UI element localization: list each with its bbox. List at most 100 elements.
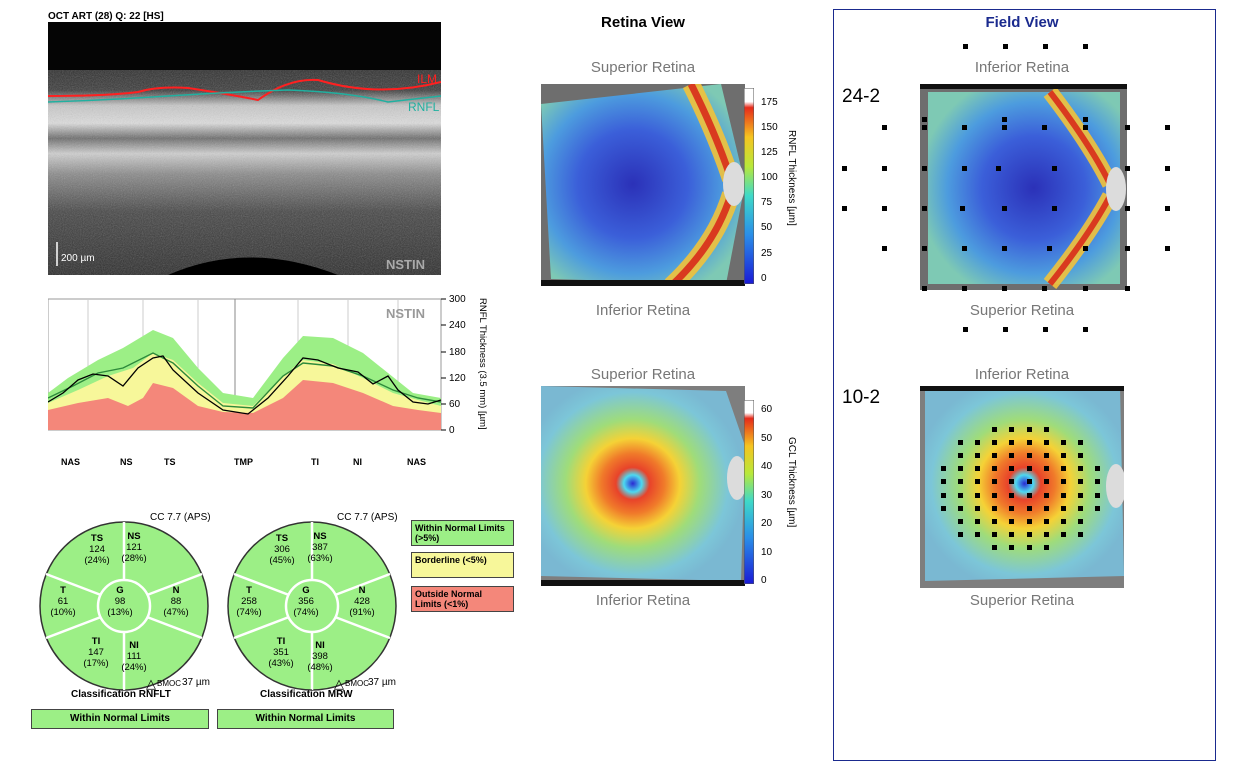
- rnflt-circle-svg: [39, 521, 209, 691]
- cb1-tick-0: 0: [761, 273, 767, 284]
- gcl-colorbar: [744, 400, 754, 584]
- mrw-ti-value: 351: [273, 647, 289, 658]
- test-point: [1026, 492, 1032, 498]
- test-point: [1009, 519, 1015, 524]
- mrw-result-badge: Within Normal Limits: [217, 709, 394, 729]
- legend-borderline: Borderline (<5%): [411, 552, 514, 578]
- test-point: [962, 286, 967, 291]
- mrw-ti-name: TI: [276, 636, 286, 647]
- test-point: [1060, 439, 1066, 445]
- mrw-classification-label: Classification MRW: [260, 689, 353, 700]
- test-point: [992, 466, 998, 472]
- test-point: [992, 479, 998, 485]
- mrw-ts-pct: (45%): [269, 555, 295, 566]
- test-point: [963, 327, 968, 332]
- bmoc-triangle-icon: △: [146, 676, 156, 691]
- test-point: [1094, 466, 1100, 472]
- rnflt-classification-label: Classification RNFLT: [71, 689, 171, 700]
- rnflt-t-name: T: [60, 585, 66, 596]
- test-point: [1165, 246, 1170, 251]
- cb1-tick-25: 25: [761, 248, 773, 259]
- field-bottom-label-1: Superior Retina: [969, 302, 1075, 319]
- mrw-ti-pct: (43%): [268, 658, 294, 669]
- test-point: [1052, 166, 1057, 171]
- test-point: [1002, 125, 1007, 130]
- mrw-bmoc-value: 37 µm: [368, 677, 396, 688]
- test-point: [1009, 532, 1015, 538]
- test-point: [1094, 479, 1100, 485]
- rnfl-line: [47, 89, 442, 103]
- test-point: [1077, 479, 1083, 485]
- mrw-circle-svg: [227, 521, 397, 691]
- test-point: [958, 466, 964, 472]
- test-point: [1003, 327, 1008, 332]
- rnflt-ts-name: TS: [90, 533, 104, 544]
- test-point: [1043, 545, 1049, 551]
- test-point: [1043, 519, 1049, 524]
- test-point: [1043, 327, 1048, 332]
- rnflt-bmoc-value: 37 µm: [182, 677, 210, 688]
- test-point: [1002, 286, 1007, 291]
- ytick-0: 0: [449, 425, 455, 436]
- test-point: [1083, 117, 1088, 122]
- test-point: [992, 492, 998, 498]
- rnflt-ns-value: 121: [126, 542, 142, 553]
- field-bottom-label-2: Superior Retina: [969, 592, 1075, 609]
- test-point: [992, 439, 998, 445]
- test-point: [1043, 466, 1049, 472]
- rnflt-ts-value: 124: [89, 544, 105, 555]
- test-point: [1026, 426, 1032, 432]
- test-point: [1060, 479, 1066, 485]
- cb2-tick-10: 10: [761, 547, 773, 558]
- field-view-title: Field View: [985, 14, 1059, 31]
- rnflt-ts-pct: (24%): [84, 555, 110, 566]
- profile-ylabel: RNFL Thickness (3.5 mm) [µm]: [477, 298, 488, 430]
- test-point: [975, 466, 981, 472]
- cb1-tick-75: 75: [761, 197, 773, 208]
- scale-bar-label: 200 µm: [61, 253, 95, 264]
- rnflt-n-pct: (47%): [163, 607, 189, 618]
- mrw-t-name: T: [246, 585, 252, 596]
- test-point: [1043, 453, 1049, 458]
- test-point: [1094, 505, 1100, 511]
- test-point: [975, 479, 981, 485]
- test-point: [1060, 492, 1066, 498]
- test-point: [1083, 246, 1088, 251]
- test-point: [992, 545, 998, 551]
- test-point: [1009, 466, 1015, 472]
- test-point: [1077, 532, 1083, 538]
- rnflt-bmoc-prefix: BMOC: [157, 679, 181, 688]
- test-point: [941, 479, 947, 485]
- mrw-ts-value: 306: [274, 544, 290, 555]
- test-point: [1083, 286, 1088, 291]
- test-point: [1042, 125, 1047, 130]
- ilm-line: [47, 78, 442, 102]
- test-point: [941, 492, 947, 498]
- ytick-180: 180: [449, 347, 466, 358]
- test-point: [975, 519, 981, 524]
- test-point: [1043, 479, 1049, 485]
- rnflt-t-value: 61: [57, 596, 69, 607]
- test-point: [1083, 327, 1088, 332]
- test-point: [962, 246, 967, 251]
- rnflt-n-value: 88: [170, 596, 182, 607]
- test-point: [922, 125, 927, 130]
- test-point: [958, 505, 964, 511]
- test-point: [1003, 44, 1008, 49]
- test-point: [1009, 545, 1015, 551]
- rnflt-ns-name: NS: [127, 531, 141, 542]
- test-point: [1009, 505, 1015, 511]
- test-point: [882, 246, 887, 251]
- mrw-n-pct: (91%): [349, 607, 375, 618]
- test-point: [992, 505, 998, 511]
- ytick-60: 60: [449, 399, 461, 410]
- field-label-10-2: 10-2: [842, 387, 881, 408]
- test-point: [1165, 166, 1170, 171]
- cb2-tick-40: 40: [761, 461, 773, 472]
- test-point: [1026, 466, 1032, 472]
- field-24-2-map: [920, 84, 1127, 290]
- test-point: [882, 166, 887, 171]
- test-point: [1009, 426, 1015, 432]
- cb2-tick-30: 30: [761, 490, 773, 501]
- cb1-label: RNFL Thickness [µm]: [786, 130, 797, 226]
